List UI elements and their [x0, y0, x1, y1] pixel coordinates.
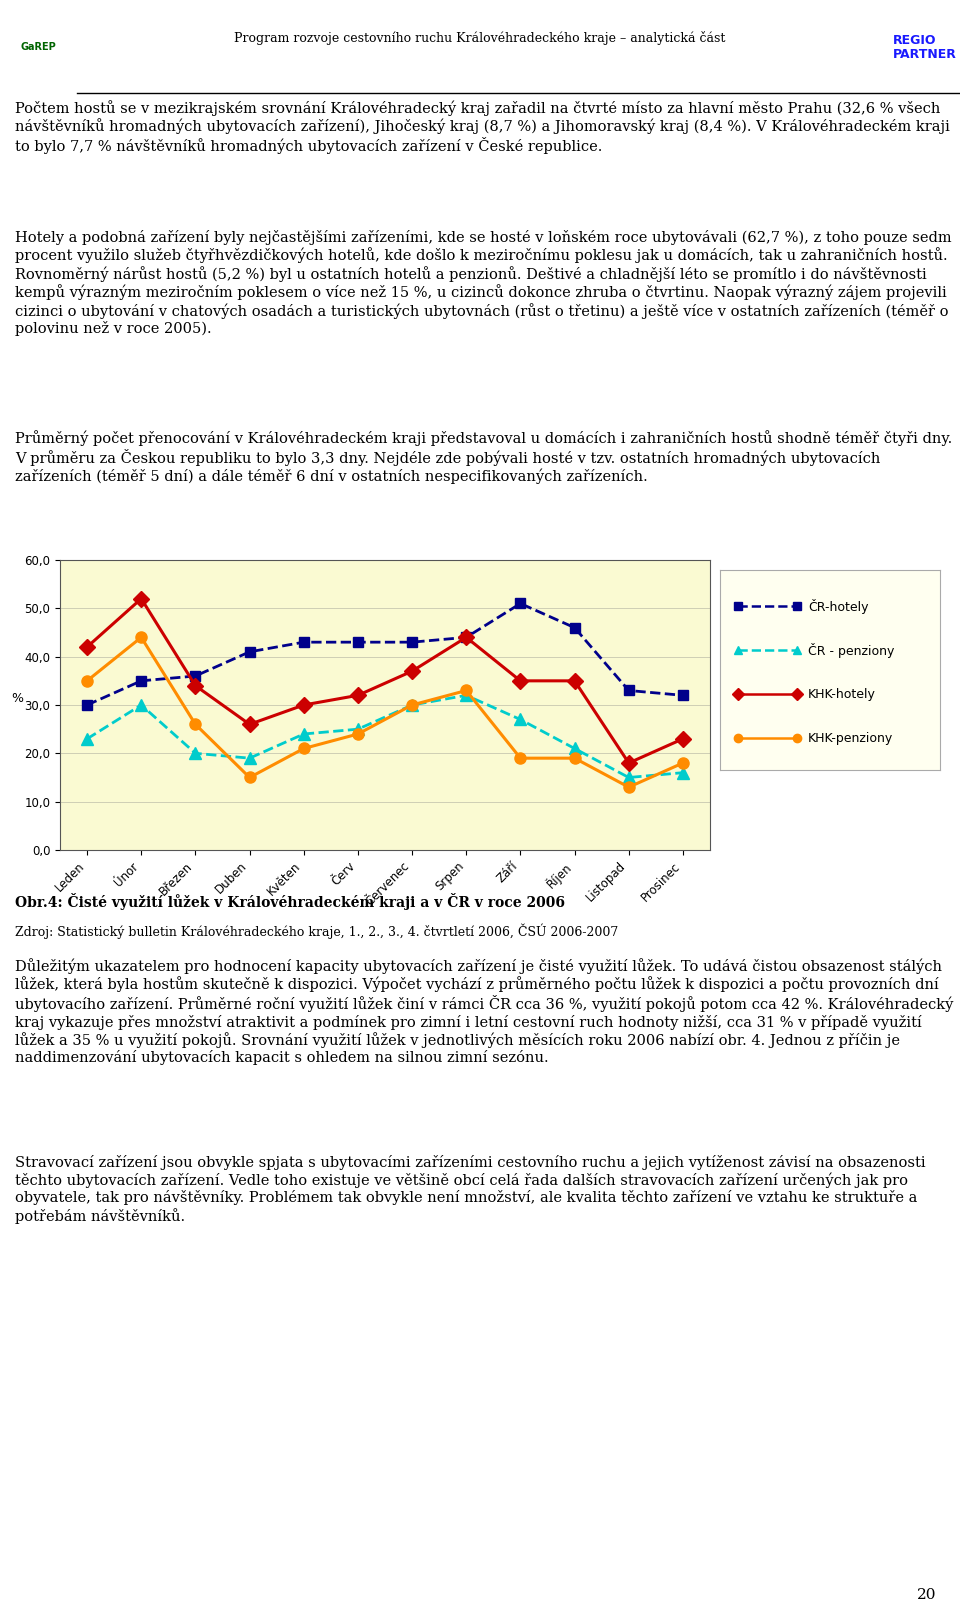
- KHK-hotely: [82, 637, 93, 657]
- ČR - penziony: [352, 720, 364, 739]
- KHK-penziony: [569, 749, 581, 768]
- KHK-penziony: [135, 627, 147, 647]
- ČR - penziony: [569, 739, 581, 758]
- KHK-hotely: [569, 671, 581, 690]
- KHK-hotely: [461, 627, 472, 647]
- KHK-hotely: [623, 754, 635, 773]
- ČR - penziony: [82, 729, 93, 749]
- Text: Stravovací zařízení jsou obvykle spjata s ubytovacími zařízeními cestovního ruch: Stravovací zařízení jsou obvykle spjata …: [15, 1155, 926, 1224]
- KHK-hotely: [135, 589, 147, 608]
- KHK-penziony: [352, 724, 364, 744]
- ČR - penziony: [406, 695, 418, 715]
- ČR-hotely: [298, 632, 309, 652]
- Text: GaREP: GaREP: [20, 42, 57, 52]
- KHK-hotely: [677, 729, 688, 749]
- ČR - penziony: [515, 710, 526, 729]
- Text: KHK-hotely: KHK-hotely: [808, 687, 876, 700]
- ČR-hotely: [352, 632, 364, 652]
- KHK-hotely: [406, 661, 418, 681]
- Text: ČR-hotely: ČR-hotely: [808, 598, 869, 613]
- ČR-hotely: [677, 686, 688, 705]
- ČR - penziony: [461, 686, 472, 705]
- Text: Průměrný počet přenocování v Královéhradeckém kraji představoval u domácích i za: Průměrný počet přenocování v Královéhrad…: [15, 430, 952, 483]
- KHK-hotely: [352, 686, 364, 705]
- KHK-hotely: [190, 676, 202, 695]
- Y-axis label: %: %: [12, 692, 23, 705]
- Text: KHK-penziony: KHK-penziony: [808, 731, 893, 744]
- Text: Obr.4: Čisté využití lůžek v Královéhradeckém kraji a v ČR v roce 2006: Obr.4: Čisté využití lůžek v Královéhrad…: [15, 893, 565, 910]
- ČR - penziony: [190, 744, 202, 763]
- Text: Program rozvoje cestovního ruchu Královéhradeckého kraje – analytická část: Program rozvoje cestovního ruchu Králové…: [234, 31, 726, 45]
- Text: 20: 20: [917, 1588, 936, 1602]
- KHK-penziony: [677, 754, 688, 773]
- KHK-penziony: [515, 749, 526, 768]
- KHK-hotely: [244, 715, 255, 734]
- ČR - penziony: [677, 763, 688, 783]
- Text: Důležitým ukazatelem pro hodnocení kapacity ubytovacích zařízení je čisté využit: Důležitým ukazatelem pro hodnocení kapac…: [15, 957, 953, 1066]
- ČR - penziony: [135, 695, 147, 715]
- ČR-hotely: [190, 666, 202, 686]
- Text: Zdroj: Statistický bulletin Královéhradeckého kraje, 1., 2., 3., 4. čtvrtletí 20: Zdroj: Statistický bulletin Královéhrade…: [15, 923, 618, 939]
- KHK-hotely: [515, 671, 526, 690]
- KHK-penziony: [298, 739, 309, 758]
- ČR-hotely: [82, 695, 93, 715]
- ČR-hotely: [569, 618, 581, 637]
- KHK-penziony: [406, 695, 418, 715]
- ČR-hotely: [135, 671, 147, 690]
- KHK-penziony: [190, 715, 202, 734]
- ČR - penziony: [298, 724, 309, 744]
- ČR-hotely: [406, 632, 418, 652]
- Line: KHK-penziony: KHK-penziony: [82, 632, 688, 792]
- ČR-hotely: [461, 627, 472, 647]
- Line: ČR - penziony: ČR - penziony: [82, 690, 688, 783]
- KHK-penziony: [461, 681, 472, 700]
- Line: KHK-hotely: KHK-hotely: [82, 593, 688, 768]
- KHK-hotely: [298, 695, 309, 715]
- ČR-hotely: [623, 681, 635, 700]
- KHK-penziony: [244, 768, 255, 787]
- Text: ČR - penziony: ČR - penziony: [808, 642, 895, 658]
- KHK-penziony: [623, 778, 635, 797]
- Line: ČR-hotely: ČR-hotely: [83, 598, 687, 710]
- ČR-hotely: [515, 593, 526, 613]
- ČR-hotely: [244, 642, 255, 661]
- Text: REGIO
PARTNER: REGIO PARTNER: [893, 34, 957, 61]
- KHK-penziony: [82, 671, 93, 690]
- ČR - penziony: [244, 749, 255, 768]
- ČR - penziony: [623, 768, 635, 787]
- Text: Hotely a podobná zařízení byly nejčastějšími zařízeními, kde se hosté v loňském : Hotely a podobná zařízení byly nejčastěj…: [15, 230, 952, 336]
- Text: Počtem hostů se v mezikrajském srovnání Královéhradecký kraj zařadil na čtvrté m: Počtem hostů se v mezikrajském srovnání …: [15, 100, 950, 154]
